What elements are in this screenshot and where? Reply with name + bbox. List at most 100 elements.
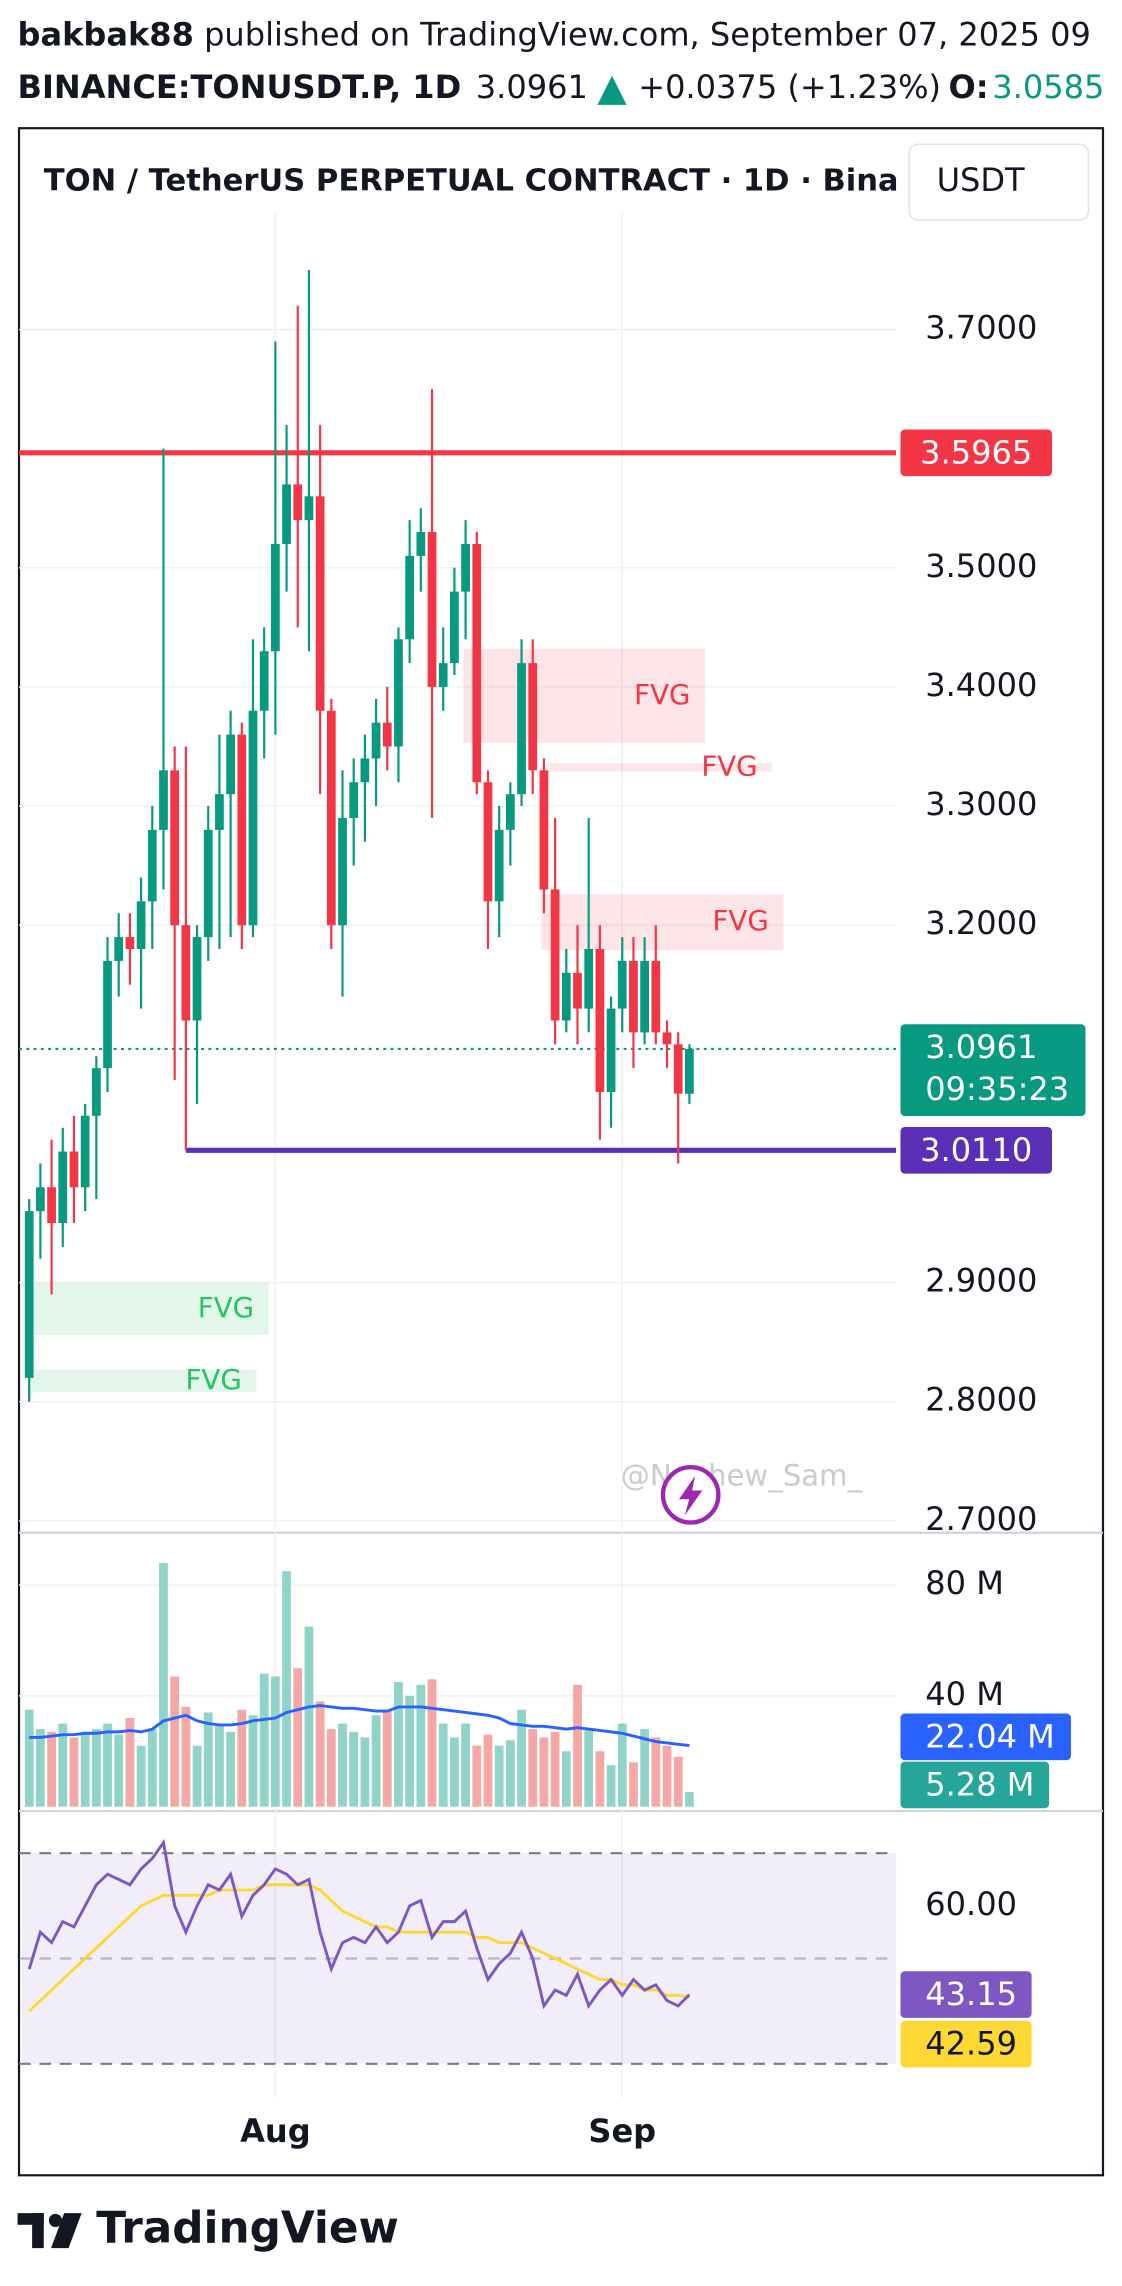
candle-body xyxy=(24,1211,34,1378)
y-tick-label: 40 M xyxy=(925,1675,1004,1713)
candle-body xyxy=(561,972,571,1021)
candle-body xyxy=(181,925,191,1021)
last-price-label: 3.0961 xyxy=(925,1028,1037,1066)
candle-body xyxy=(136,901,146,950)
chart-title: TON / TetherUS PERPETUAL CONTRACT · 1D ·… xyxy=(44,164,899,199)
volume-bar xyxy=(326,1729,336,1807)
candle-body xyxy=(394,639,403,747)
fvg-zone xyxy=(29,1369,257,1393)
candle-body xyxy=(550,889,560,1021)
candle-body xyxy=(226,734,235,795)
fvg-label: FVG xyxy=(185,1363,241,1396)
price-line-label-bg xyxy=(900,1127,1053,1174)
quote-line: BINANCE:TONUSDT.P, 1D 3.0961 xyxy=(18,68,588,106)
volume-bar xyxy=(394,1682,403,1807)
candle-body xyxy=(416,532,426,556)
volume-bar xyxy=(271,1676,280,1807)
open-label: O: xyxy=(949,68,989,106)
y-tick-label: 2.9000 xyxy=(925,1262,1037,1300)
fvg-zone xyxy=(541,894,784,951)
volume-bar xyxy=(36,1729,45,1807)
fvg-zone xyxy=(548,763,773,772)
volume-bar xyxy=(47,1731,56,1807)
currency-button[interactable] xyxy=(908,143,1090,221)
candle-body xyxy=(315,496,325,711)
candle-body xyxy=(349,782,359,818)
volume-bar xyxy=(58,1723,68,1807)
candle-body xyxy=(47,1187,56,1224)
candle-body xyxy=(539,770,549,890)
volume-bar xyxy=(170,1676,180,1807)
volume-bar xyxy=(282,1571,291,1807)
watermark: @Nephew_Sam_ xyxy=(621,1458,863,1492)
volume-bar xyxy=(215,1723,224,1807)
fvg-label: FVG xyxy=(198,1291,254,1324)
y-tick-label: 2.7000 xyxy=(925,1500,1037,1538)
volume-bar xyxy=(360,1737,370,1807)
candle-body xyxy=(461,543,470,592)
y-tick-label: 3.2000 xyxy=(925,904,1037,942)
candle-body xyxy=(371,722,381,759)
volume-ma-label: 22.04 M xyxy=(925,1717,1055,1755)
y-tick-label: 80 M xyxy=(925,1564,1004,1602)
y-tick-label: 3.5000 xyxy=(925,547,1037,585)
candle-body xyxy=(203,829,213,938)
volume-bar xyxy=(472,1745,482,1807)
candle-body xyxy=(215,794,224,830)
volume-bar xyxy=(125,1718,135,1807)
last-price-label-bg xyxy=(900,1024,1086,1116)
candle-body xyxy=(685,1048,694,1094)
rsi-label: 43.15 xyxy=(925,1975,1017,2013)
rsi-line xyxy=(28,1883,690,2013)
candle-body xyxy=(271,543,280,652)
volume-bar xyxy=(237,1709,247,1807)
volume-ma-label-bg xyxy=(900,1713,1071,1761)
volume-bar xyxy=(584,1729,594,1807)
candle-body xyxy=(617,960,627,1009)
fvg-label: FVG xyxy=(634,678,690,711)
candle-body xyxy=(629,960,638,1033)
volume-bar xyxy=(617,1723,627,1807)
candle-body xyxy=(159,770,168,830)
y-tick-label: 3.4000 xyxy=(925,666,1037,704)
y-tick-label: 3.7000 xyxy=(925,309,1037,347)
fvg-label: FVG xyxy=(713,904,769,937)
logo-mark xyxy=(17,2213,44,2225)
candle-body xyxy=(338,817,347,926)
y-tick-label: 60.00 xyxy=(925,1885,1017,1923)
volume-bar xyxy=(69,1737,79,1807)
candle-body xyxy=(405,555,415,640)
volume-bar xyxy=(293,1668,303,1807)
candle-body xyxy=(237,734,247,926)
candle-body xyxy=(517,663,526,795)
candle-body xyxy=(528,663,538,771)
candle-body xyxy=(651,960,661,1033)
plot-area: Aug Sep 2.7000 2.8000 2.9000 3.2000 3.3000 3.40… xyxy=(19,211,1103,2150)
author: bakbak88 xyxy=(18,15,194,53)
volume-bar xyxy=(203,1712,213,1807)
volume-bar xyxy=(595,1751,605,1807)
volume-bar xyxy=(528,1729,538,1807)
fvg-label: FVG xyxy=(701,749,757,782)
x-tick-label: Sep xyxy=(588,2112,656,2150)
volume-bar xyxy=(483,1734,493,1807)
volume-bar xyxy=(606,1765,616,1807)
volume-bar xyxy=(371,1715,381,1807)
volume-label: 5.28 M xyxy=(925,1765,1034,1803)
candle-body xyxy=(259,651,269,711)
candle-body xyxy=(36,1187,45,1212)
candle-body xyxy=(662,1032,672,1045)
candle-body xyxy=(248,710,258,926)
currency[interactable]: USDT xyxy=(937,161,1025,199)
volume-bar xyxy=(673,1756,683,1807)
rsi-label-bg xyxy=(900,2020,1032,2068)
logo-text: TradingView xyxy=(96,2203,399,2254)
rsi-label: 42.59 xyxy=(925,2025,1017,2063)
symbol: BINANCE:TONUSDT.P, 1D xyxy=(18,68,462,106)
volume-bar xyxy=(629,1762,638,1807)
volume-bar xyxy=(259,1673,269,1807)
candle-body xyxy=(360,758,370,783)
volume-bar xyxy=(416,1684,426,1807)
volume-bar xyxy=(338,1723,347,1807)
candle-body xyxy=(382,722,392,747)
